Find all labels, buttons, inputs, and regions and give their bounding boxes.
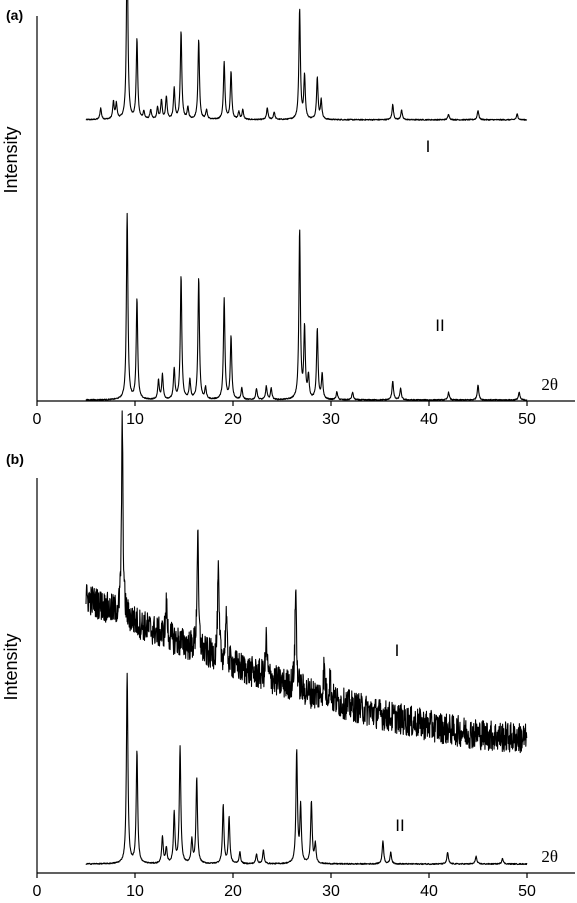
panel-a-series-II-label: II <box>435 316 444 335</box>
panel-a-ticks: 0 10 20 30 40 50 <box>33 401 536 428</box>
panel-a-series-II-line <box>85 212 528 402</box>
panel-a-x-tick-label: 30 <box>322 411 340 428</box>
panel-a-x-tick-label: 50 <box>518 411 536 428</box>
panel-a-x-tick-label: 20 <box>224 411 242 428</box>
panel-b-x-tick-label: 10 <box>126 883 144 900</box>
panel-b: (b) Intensity 2θ 0 10 20 30 40 50 I II <box>1 410 575 900</box>
panel-b-x-tick-label: 50 <box>518 883 536 900</box>
panel-b-series-II-label: II <box>395 816 404 835</box>
panel-b-x-label: 2θ <box>541 847 558 866</box>
panel-a-x-tick-label: 40 <box>420 411 438 428</box>
panel-a: (a) Intensity 2θ 0 10 20 30 40 50 I II <box>1 0 575 428</box>
panel-b-series-I-label: I <box>395 641 400 660</box>
panel-b-ticks: 0 10 20 30 40 50 <box>33 873 536 900</box>
panel-a-x-tick-label: 10 <box>126 411 144 428</box>
panel-b-x-tick-label: 30 <box>322 883 340 900</box>
panel-a-x-label: 2θ <box>541 375 558 394</box>
panel-a-label: (a) <box>6 7 23 23</box>
panel-b-x-tick-label: 20 <box>224 883 242 900</box>
panel-b-x-tick-label: 40 <box>420 883 438 900</box>
panel-b-series-I-line <box>85 410 528 754</box>
panel-a-y-label: Intensity <box>1 126 21 193</box>
panel-b-y-label: Intensity <box>1 633 21 700</box>
panel-a-series-I-line <box>85 0 528 121</box>
panel-a-series-I-label: I <box>426 137 431 156</box>
panel-b-label: (b) <box>6 451 24 467</box>
panel-b-x-tick-label: 0 <box>33 883 42 900</box>
panel-a-x-tick-label: 0 <box>33 411 42 428</box>
panel-b-series-II-line <box>85 672 528 866</box>
